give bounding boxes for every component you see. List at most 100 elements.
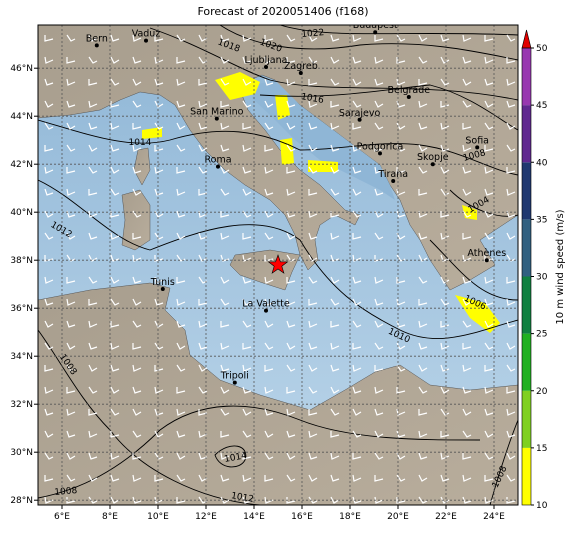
wind-barb [418,122,428,130]
wind-barb [330,474,340,482]
wind-barb [352,320,362,328]
wind-barb [286,188,296,196]
wind-speed-area [142,72,500,333]
isobar [38,179,518,339]
wind-barb [220,474,230,482]
wind-barb [286,232,296,240]
wind-barb [286,474,296,482]
wind-barb [462,233,472,240]
city-dot [475,145,480,150]
wind-barb [88,166,98,174]
wind-barb [440,431,450,438]
wind-barb [110,496,120,504]
colorbar-segment [522,105,531,163]
wind-barb [242,453,252,460]
wind-barb [88,474,98,482]
wind-barb [484,210,494,218]
colorbar-tick-label: 25 [536,330,547,340]
wind-barb [66,167,76,174]
wind-barb [176,254,186,262]
wind-barb [440,298,450,306]
wind-barb [66,100,76,108]
wind-barb [154,365,164,372]
wind-barb [176,122,186,130]
wind-barb [330,188,340,196]
wind-barb [308,496,318,504]
wind-barb [308,56,318,64]
wind-barb [374,298,384,306]
wind-barb [484,386,494,394]
wind-barb [352,210,362,218]
wind-barb [462,364,472,372]
wind-barb [462,144,472,152]
wind-barb [132,123,142,130]
wind-barb [176,210,186,218]
city-label: Budapest [353,20,398,31]
city-label: Podgorica [357,141,404,152]
city-label: Athènes [467,248,506,259]
wind-barb [88,34,98,42]
wind-barb [418,210,428,218]
x-tick-label: 12°E [195,512,217,522]
wind-barb [198,210,208,218]
wind-barb [330,276,340,284]
wind-barb [418,189,428,196]
y-tick-label: 30°N [10,448,33,458]
wind-barbs [44,34,516,504]
wind-barb [154,188,164,196]
wind-barb [506,342,516,350]
wind-barb [286,497,296,504]
wind-barb [242,408,252,416]
y-tick-label: 28°N [10,496,33,506]
wind-barb [374,276,384,284]
wind-barb [264,232,274,240]
colorbar-label: 10 m wind speed (m/s) [555,209,566,324]
wind-barb [330,56,340,64]
colorbar-tick-label: 20 [536,387,548,397]
y-tick-label: 36°N [10,304,33,314]
x-tick-label: 24°E [483,512,505,522]
isobar [38,405,481,499]
wind-barb [110,298,120,306]
wind-barb [198,189,208,196]
wind-barb [176,320,186,328]
wind-barb [110,431,120,438]
city-label: Belgrade [387,85,430,96]
wind-barb [462,474,472,482]
wind-barb [110,276,120,284]
isobar [259,84,518,131]
wind-barb [352,474,362,482]
wind-barb [176,497,186,504]
wind-barb [352,496,362,504]
wind-barb [88,210,98,218]
wind-barb [44,255,54,262]
wind-barb [176,144,186,152]
x-tick-label: 8°E [102,512,118,522]
colorbar-tick-label: 45 [536,101,547,111]
wind-barb [44,210,54,218]
city-label: Sofia [465,135,489,146]
wind-barb [374,342,384,350]
colorbar-tick-label: 15 [536,444,547,454]
wind-barb [462,123,472,130]
wind-barb [440,56,450,64]
wind-barb [198,144,208,152]
isobar [219,25,518,61]
wind-barb [418,299,428,306]
wind-barb [132,78,142,86]
wind-barb [88,364,98,372]
axes: 6°E 8°E 10°E 12°E 14°E 16°E 18°E 20°E 22°E 24°E 28… [10,64,505,522]
wind-barb [484,475,494,482]
wind-barb [484,232,494,240]
wind-barb [506,167,516,174]
wind-barb [242,430,252,438]
wind-barb [308,276,318,284]
wind-barb [176,277,186,284]
isobar-label: 1016 [300,92,325,106]
wind-barb [176,57,186,64]
wind-barb [440,254,450,262]
wind-barb [374,496,384,504]
wind-barb [198,79,208,86]
wind-barb [154,496,164,504]
x-tick-label: 22°E [435,512,457,522]
